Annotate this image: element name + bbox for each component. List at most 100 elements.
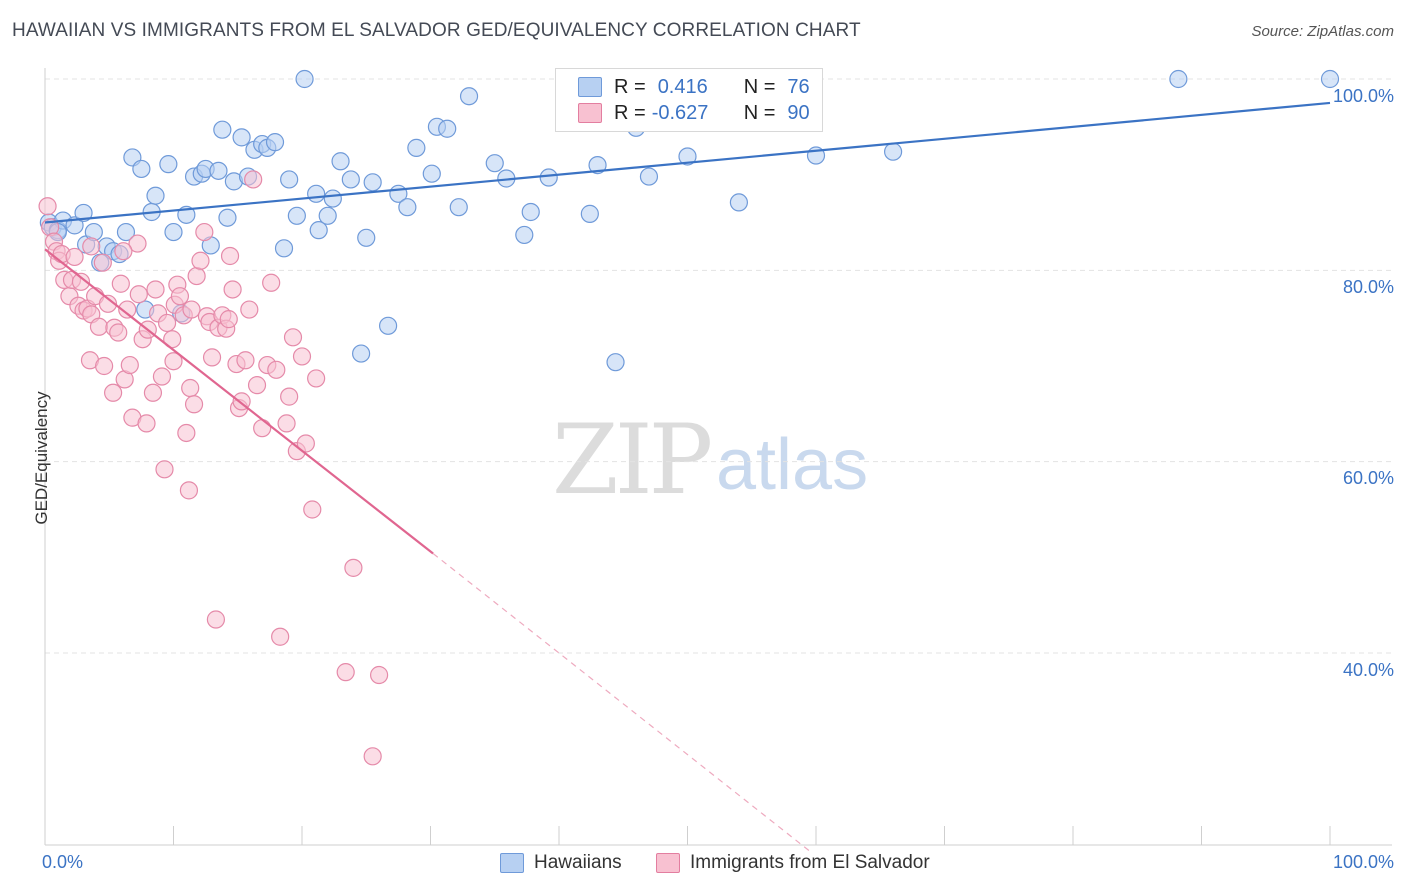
hawaiians-point xyxy=(146,186,165,205)
hawaiians-point xyxy=(232,128,251,147)
el-salvador-point xyxy=(244,170,263,189)
legend-swatch-blue xyxy=(578,77,602,97)
el-salvador-point xyxy=(89,317,109,336)
hawaiians-point xyxy=(132,159,151,179)
el-salvador-point xyxy=(114,242,133,261)
hawaiians-point xyxy=(280,170,299,189)
legend-r-label: R = xyxy=(614,101,646,124)
el-salvador-point xyxy=(195,222,214,242)
legend-n-value: 90 xyxy=(787,101,810,124)
legend-r-label: R = xyxy=(614,75,646,98)
hawaiians-point xyxy=(74,203,93,223)
hawaiians-point xyxy=(438,119,457,138)
hawaiians-point xyxy=(580,204,599,223)
hawaiians-point xyxy=(407,138,426,157)
el-salvador-trend-line xyxy=(44,248,434,555)
bottom-legend-label: Hawaiians xyxy=(534,852,622,873)
el-salvador-point xyxy=(202,348,222,367)
hawaiians-point xyxy=(422,164,441,183)
el-salvador-point xyxy=(109,323,128,342)
hawaiians-point xyxy=(357,228,376,247)
el-salvador-point xyxy=(95,356,114,376)
hawaiians-point xyxy=(265,133,285,152)
y-tick-label: 100.0% xyxy=(1332,86,1394,106)
hawaiians-point xyxy=(116,222,136,242)
legend-swatch-pink xyxy=(656,853,680,873)
hawaiians-point xyxy=(341,170,360,189)
hawaiians-point xyxy=(459,87,479,106)
hawaiians-point xyxy=(678,147,697,166)
legend-r-value: 0.416 xyxy=(657,75,708,98)
el-salvador-point xyxy=(303,500,322,519)
bottom-legend-el-salvador: Immigrants from El Salvador xyxy=(656,852,930,874)
legend: R = 0.416 N = 76 R = -0.627 N = 90 xyxy=(555,68,823,132)
el-salvador-point xyxy=(111,274,130,293)
hawaiians-point xyxy=(363,173,382,192)
hawaiians-point xyxy=(588,156,607,175)
hawaiians-point xyxy=(287,206,306,225)
el-salvador-point xyxy=(38,197,57,216)
hawaiians-point xyxy=(883,142,903,161)
el-salvador-point xyxy=(363,747,382,766)
legend-n-label: N = xyxy=(743,75,776,98)
hawaiians-point xyxy=(218,208,237,227)
el-salvador-point xyxy=(206,610,226,629)
legend-r-value: -0.627 xyxy=(651,101,709,124)
el-salvador-point xyxy=(82,237,101,256)
el-salvador-point xyxy=(65,247,84,267)
el-salvador-point xyxy=(170,287,190,306)
hawaiians-point xyxy=(213,120,232,139)
hawaiians-point xyxy=(606,353,625,372)
el-salvador-point xyxy=(191,251,210,270)
el-salvador-trend-extension xyxy=(432,553,810,852)
hawaiians-point xyxy=(521,202,540,222)
source-label: Source: ZipAtlas.com xyxy=(1251,23,1394,40)
watermark-zip: ZIP xyxy=(552,404,713,516)
el-salvador-point xyxy=(164,352,183,371)
watermark-atlas: atlas xyxy=(716,425,869,505)
el-salvador-point xyxy=(344,558,363,577)
el-salvador-point xyxy=(182,300,201,319)
el-salvador-point xyxy=(98,294,118,313)
hawaiians-point xyxy=(309,221,328,240)
el-salvador-point xyxy=(219,310,238,329)
hawaiians-point xyxy=(485,154,504,173)
el-salvador-point xyxy=(336,663,355,682)
legend-swatch-pink xyxy=(578,103,602,123)
el-salvador-point xyxy=(267,360,286,379)
chart-title: HAWAIIAN VS IMMIGRANTS FROM EL SALVADOR … xyxy=(12,20,861,41)
el-salvador-point xyxy=(253,419,272,438)
hawaiians-point xyxy=(295,69,314,89)
el-salvador-point xyxy=(292,347,312,366)
el-salvador-point xyxy=(296,434,315,453)
hawaiians-point xyxy=(639,167,659,186)
hawaiians-point xyxy=(164,222,183,242)
bottom-legend: Hawaiians Immigrants from El Salvador xyxy=(0,852,1406,878)
el-salvador-point xyxy=(181,378,200,398)
y-axis-label: GED/Equivalency xyxy=(32,391,51,525)
el-salvador-point xyxy=(179,481,199,500)
el-salvador-point xyxy=(129,285,148,304)
el-salvador-point xyxy=(220,246,240,266)
legend-n-value: 76 xyxy=(787,75,810,98)
el-salvador-point xyxy=(271,627,290,646)
hawaiians-point xyxy=(449,198,468,217)
hawaiians-point xyxy=(159,155,178,174)
el-salvador-point xyxy=(93,253,112,272)
el-salvador-point xyxy=(71,272,91,291)
el-salvador-point xyxy=(247,376,267,395)
bottom-legend-label: Immigrants from El Salvador xyxy=(690,852,930,873)
el-salvador-point xyxy=(177,423,196,443)
el-salvador-point xyxy=(152,367,172,386)
hawaiians-point xyxy=(209,161,228,180)
x-tick-label: 0.0% xyxy=(42,852,84,872)
legend-row-el-salvador: R = -0.627 N = 90 xyxy=(578,101,810,125)
hawaiians-point xyxy=(398,198,417,217)
y-tick-label: 40.0% xyxy=(1342,660,1394,680)
legend-row-hawaiians: R = 0.416 N = 76 xyxy=(578,75,810,99)
el-salvador-point xyxy=(118,300,137,319)
x-tick-label: 100.0% xyxy=(1332,852,1394,872)
hawaiians-point xyxy=(1169,69,1188,89)
bottom-legend-hawaiians: Hawaiians xyxy=(500,852,622,874)
